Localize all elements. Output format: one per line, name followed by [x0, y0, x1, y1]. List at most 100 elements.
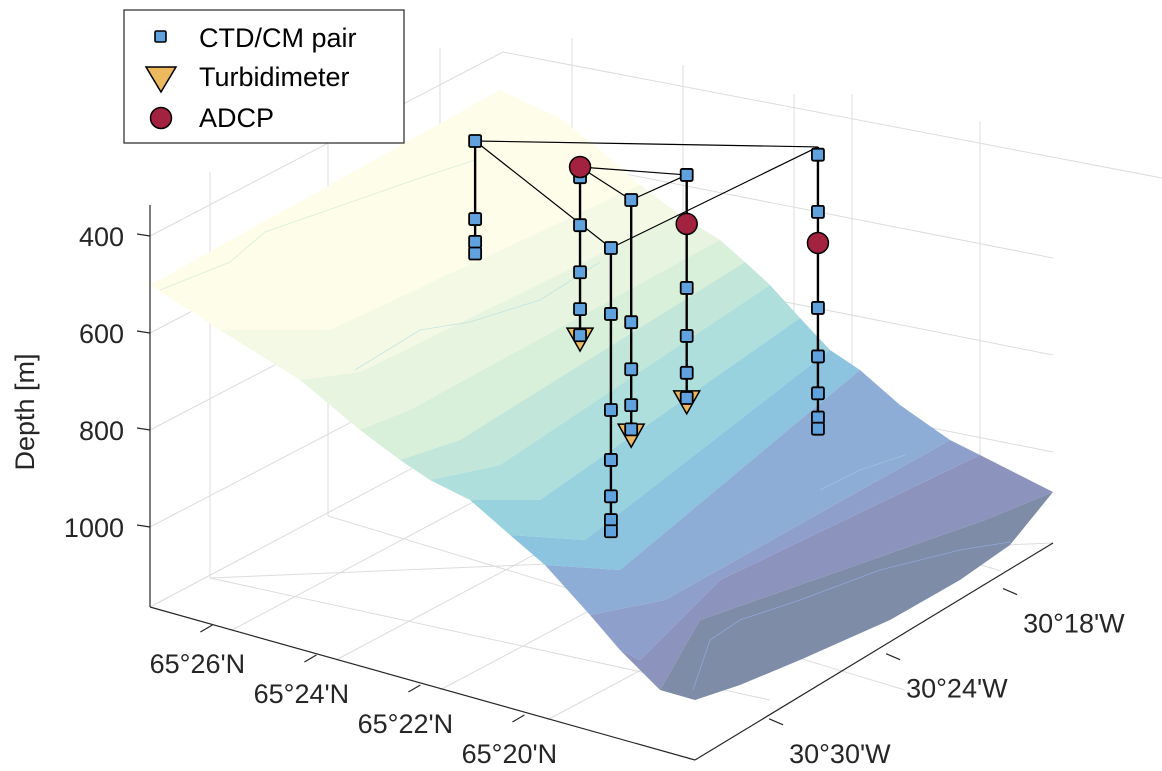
lon-tick-mark — [1002, 588, 1018, 596]
lat-tick-mark — [408, 684, 421, 693]
z-axis-label: Depth [m] — [10, 353, 40, 470]
lat-tick-mark — [512, 714, 525, 723]
surface-band-11 — [620, 455, 1053, 690]
surface-band-12 — [660, 492, 1053, 700]
square-marker-icon — [154, 30, 167, 43]
contour-line — [692, 541, 1011, 691]
contour-line — [354, 261, 601, 371]
surface-band-10 — [590, 440, 980, 660]
z-tick-mark — [136, 330, 151, 334]
ctd-cm-marker — [811, 410, 825, 425]
ctd-cm-marker — [811, 147, 825, 162]
mooring-C — [616, 193, 646, 449]
ctd-cm-marker — [604, 489, 618, 504]
ctd-cm-marker — [468, 134, 483, 148]
z-tick-label: 800 — [79, 416, 124, 446]
ctd-cm-marker — [573, 218, 587, 233]
mooring-connection-line — [610, 146, 819, 249]
contour-line — [819, 454, 906, 491]
moorings — [468, 134, 830, 539]
lon-tick-mark — [885, 653, 901, 661]
lat-tick-label: 65°20'N — [462, 739, 558, 769]
ctd-cm-marker — [468, 234, 483, 249]
legend-entry-ctd: CTD/CM pair — [154, 23, 357, 53]
ctd-cm-marker — [811, 421, 825, 436]
z-tick-mark — [136, 427, 151, 431]
ctd-cm-marker — [604, 513, 618, 527]
legend-label: ADCP — [199, 103, 274, 133]
ctd-cm-marker — [624, 315, 639, 330]
ctd-cm-marker — [604, 403, 618, 417]
mooring-connection-line — [474, 140, 612, 249]
mooring-connection-line — [630, 174, 687, 201]
mooring-connection-line — [579, 166, 687, 176]
surface-band-7 — [470, 318, 830, 540]
mooring-connection-line — [475, 140, 818, 148]
lat-axis-line — [149, 606, 696, 761]
legend-label: CTD/CM pair — [199, 23, 357, 53]
ctd-cm-marker — [679, 168, 694, 182]
ctd-cm-marker — [624, 362, 639, 377]
surface-band-1 — [150, 90, 640, 330]
ctd-cm-marker — [679, 365, 694, 380]
adcp-marker — [806, 231, 830, 255]
surface-band-4 — [360, 240, 745, 460]
mooring-connections — [474, 140, 819, 249]
lon-axis-line — [694, 542, 1054, 761]
lat-tick-label: 65°26'N — [150, 649, 246, 679]
lon-ticks: 30°30'W 30°24'W 30°18'W — [768, 588, 1125, 769]
legend: CTD/CM pair Turbidimeter ADCP — [123, 9, 405, 144]
mooring-F — [806, 146, 830, 436]
ctd-cm-marker — [811, 386, 825, 401]
ctd-cm-marker — [624, 422, 639, 437]
ctd-cm-marker — [679, 391, 694, 405]
ctd-cm-marker — [604, 307, 618, 321]
ctd-cm-marker — [468, 246, 483, 261]
adcp-marker — [675, 212, 698, 236]
z-ticks: 400 600 800 1000 — [64, 222, 151, 543]
z-tick-label: 1000 — [64, 513, 124, 543]
lon-tick-label: 30°24'W — [906, 674, 1008, 704]
grid-line — [149, 51, 1162, 237]
z-tick-mark — [136, 233, 151, 237]
legend-entry-adcp: ADCP — [149, 103, 274, 133]
lat-ticks: 65°26'N 65°24'N 65°22'N 65°20'N — [150, 624, 558, 769]
ctd-cm-marker — [811, 349, 825, 364]
surface-band-6 — [430, 285, 800, 500]
surface-band-8 — [510, 350, 860, 570]
ctd-cm-marker — [468, 212, 483, 226]
ctd-cm-marker — [573, 265, 587, 280]
mooring-E — [604, 241, 618, 539]
mooring-B — [565, 155, 595, 353]
ctd-cm-marker — [811, 301, 825, 315]
lon-tick-label: 30°18'W — [1023, 609, 1125, 639]
lon-tick-label: 30°30'W — [789, 739, 891, 769]
ctd-cm-marker — [624, 193, 639, 207]
circle-marker-icon — [149, 106, 173, 130]
ctd-cm-marker — [573, 302, 587, 316]
mooring-A — [468, 134, 483, 261]
ctd-cm-marker — [679, 329, 694, 343]
ctd-cm-marker — [604, 524, 618, 539]
surface-band-5 — [400, 262, 770, 480]
mooring-D — [672, 168, 701, 416]
lat-tick-label: 65°22'N — [358, 709, 454, 739]
adcp-marker — [568, 155, 592, 179]
legend-entry-turbidimeter: Turbidimeter — [144, 62, 350, 94]
ctd-cm-marker — [573, 328, 587, 343]
lat-tick-mark — [200, 624, 213, 633]
lon-tick-mark — [768, 718, 784, 726]
ctd-cm-marker — [604, 453, 618, 467]
surface-band-9 — [545, 370, 950, 615]
ctd-cm-marker — [811, 205, 825, 219]
surface-band-2 — [220, 185, 680, 380]
bathymetry-surface — [150, 90, 1053, 700]
axes: 400 600 800 1000 65°26'N 65°24'N 65°22'N 65°20… — [10, 205, 1125, 769]
lat-tick-mark — [304, 654, 317, 663]
ctd-cm-marker — [604, 241, 618, 255]
z-tick-label: 400 — [79, 222, 124, 252]
z-tick-mark — [136, 524, 151, 528]
triangle-down-marker-icon — [144, 66, 178, 94]
contour-line — [159, 159, 476, 291]
